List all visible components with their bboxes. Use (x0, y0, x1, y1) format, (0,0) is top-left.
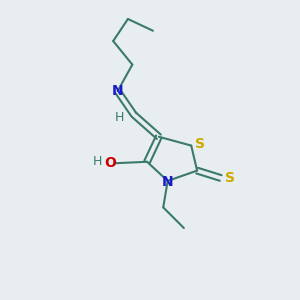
Text: S: S (225, 171, 235, 185)
Text: H: H (92, 155, 102, 168)
Text: N: N (162, 175, 173, 189)
Text: O: O (104, 156, 116, 170)
Text: N: N (112, 83, 123, 98)
Text: S: S (195, 137, 205, 151)
Text: H: H (114, 111, 124, 124)
